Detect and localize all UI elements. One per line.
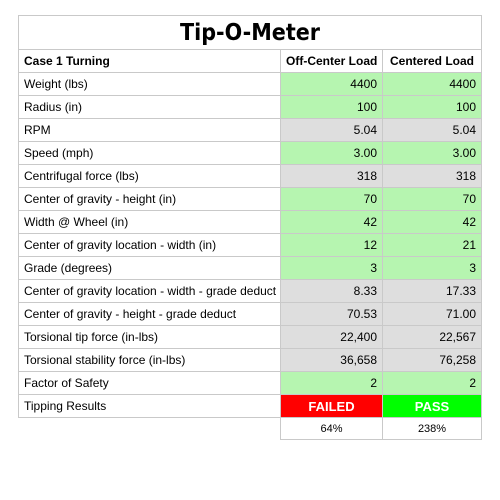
row-label[interactable]: Speed (mph) — [18, 141, 281, 165]
table-row: Center of gravity location - width (in) 1… — [18, 233, 483, 257]
row-label[interactable]: Factor of Safety — [18, 371, 281, 395]
row-label[interactable]: Weight (lbs) — [18, 72, 281, 96]
row-label[interactable]: Center of gravity location - width - gra… — [18, 279, 281, 303]
table-row: Torsional tip force (in-lbs) 22,400 22,567 — [18, 325, 483, 349]
off-center-header[interactable]: Off-Center Load — [280, 49, 383, 73]
row-label[interactable]: Grade (degrees) — [18, 256, 281, 280]
off-center-value[interactable]: 8.33 — [280, 279, 383, 303]
centered-value[interactable]: 17.33 — [381, 279, 483, 303]
centered-value[interactable]: 70 — [381, 187, 483, 211]
empty-cell — [19, 418, 281, 440]
row-label[interactable]: Torsional tip force (in-lbs) — [18, 325, 281, 349]
pass-status-badge[interactable]: PASS — [381, 394, 483, 418]
off-center-value[interactable]: 36,658 — [280, 348, 383, 372]
case-header[interactable]: Case 1 Turning — [18, 49, 281, 73]
tip-o-meter-table: Tip-O-Meter Case 1 Turning Off-Center Lo… — [17, 15, 483, 440]
row-label[interactable]: Centrifugal force (lbs) — [18, 164, 281, 188]
row-label[interactable]: Radius (in) — [18, 95, 281, 119]
header-row: Case 1 Turning Off-Center Load Centered … — [18, 49, 483, 73]
off-center-value[interactable]: 3 — [280, 256, 383, 280]
failed-status-badge[interactable]: FAILED — [280, 394, 383, 418]
row-label[interactable]: Width @ Wheel (in) — [18, 210, 281, 234]
row-label[interactable]: Center of gravity - height - grade deduc… — [18, 302, 281, 326]
row-label[interactable]: Center of gravity - height (in) — [18, 187, 281, 211]
row-label[interactable]: RPM — [18, 118, 281, 142]
title-row: Tip-O-Meter — [17, 15, 483, 50]
off-center-value[interactable]: 70.53 — [280, 302, 383, 326]
off-center-percent[interactable]: 64% — [280, 417, 383, 440]
off-center-value[interactable]: 12 — [280, 233, 383, 257]
off-center-value[interactable]: 4400 — [280, 72, 383, 96]
off-center-value[interactable]: 5.04 — [280, 118, 383, 142]
table-row: Centrifugal force (lbs) 318 318 — [18, 164, 483, 188]
centered-value[interactable]: 3 — [381, 256, 483, 280]
table-row: Weight (lbs) 4400 4400 — [18, 72, 483, 96]
centered-value[interactable]: 2 — [381, 371, 483, 395]
centered-value[interactable]: 4400 — [381, 72, 483, 96]
row-label[interactable]: Torsional stability force (in-lbs) — [18, 348, 281, 372]
off-center-value[interactable]: 318 — [280, 164, 383, 188]
centered-value[interactable]: 71.00 — [381, 302, 483, 326]
tipping-results-row: Tipping Results FAILED PASS — [18, 394, 483, 418]
spreadsheet: Tip-O-Meter Case 1 Turning Off-Center Lo… — [17, 15, 483, 440]
centered-value[interactable]: 100 — [381, 95, 483, 119]
centered-value[interactable]: 22,567 — [381, 325, 483, 349]
table-row: Radius (in) 100 100 — [18, 95, 483, 119]
percent-row: 64% 238% — [19, 417, 483, 440]
table-row: Center of gravity - height (in) 70 70 — [18, 187, 483, 211]
centered-header[interactable]: Centered Load — [381, 49, 483, 73]
centered-percent[interactable]: 238% — [381, 417, 483, 440]
centered-value[interactable]: 21 — [381, 233, 483, 257]
off-center-value[interactable]: 42 — [280, 210, 383, 234]
off-center-value[interactable]: 2 — [280, 371, 383, 395]
centered-value[interactable]: 3.00 — [381, 141, 483, 165]
table-row: Grade (degrees) 3 3 — [18, 256, 483, 280]
table-row: Center of gravity location - width - gra… — [18, 279, 483, 303]
table-row: RPM 5.04 5.04 — [18, 118, 483, 142]
centered-value[interactable]: 318 — [381, 164, 483, 188]
centered-value[interactable]: 5.04 — [381, 118, 483, 142]
table-row: Width @ Wheel (in) 42 42 — [18, 210, 483, 234]
row-label[interactable]: Center of gravity location - width (in) — [18, 233, 281, 257]
off-center-value[interactable]: 3.00 — [280, 141, 383, 165]
table-row: Torsional stability force (in-lbs) 36,658… — [18, 348, 483, 372]
table-row: Factor of Safety 2 2 — [18, 371, 483, 395]
centered-value[interactable]: 76,258 — [381, 348, 483, 372]
table-row: Center of gravity - height - grade deduc… — [18, 302, 483, 326]
centered-value[interactable]: 42 — [381, 210, 483, 234]
row-label[interactable]: Tipping Results — [18, 394, 281, 418]
page-title: Tip-O-Meter — [17, 15, 483, 50]
off-center-value[interactable]: 100 — [280, 95, 383, 119]
table-row: Speed (mph) 3.00 3.00 — [18, 141, 483, 165]
off-center-value[interactable]: 22,400 — [280, 325, 383, 349]
off-center-value[interactable]: 70 — [280, 187, 383, 211]
